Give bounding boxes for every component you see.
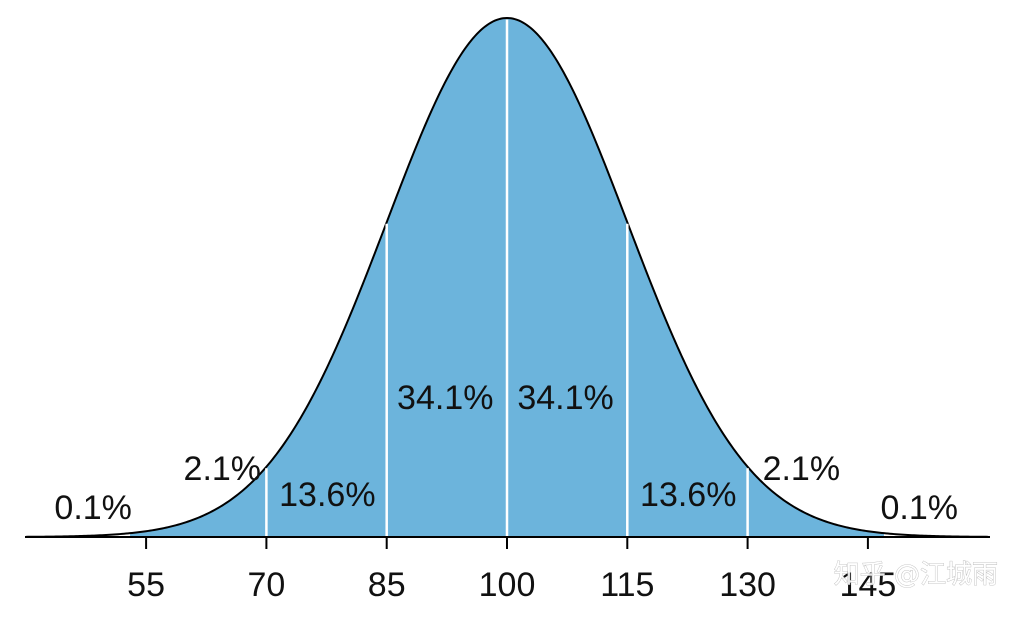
segment-label-1: 2.1% [184, 450, 262, 488]
segment-label-6: 2.1% [763, 450, 841, 488]
tick-label-115: 115 [600, 566, 654, 604]
tick-label-100: 100 [479, 566, 536, 604]
segment-label-4: 34.1% [517, 379, 613, 417]
segment-label-5: 13.6% [640, 476, 736, 514]
tick-label-85: 85 [368, 566, 406, 604]
segment-label-7: 0.1% [880, 489, 958, 527]
x-axis [25, 536, 990, 549]
tick-labels: 55 70 85 100 115 130 145 [127, 566, 896, 604]
segment-label-0: 0.1% [54, 489, 132, 527]
segment-label-2: 13.6% [279, 476, 375, 514]
bell-curve-line [25, 16, 989, 538]
segment-labels: 0.1% 2.1% 13.6% 34.1% 34.1% 13.6% 2.1% 0.1% [54, 379, 958, 527]
tick-label-55: 55 [127, 566, 165, 604]
tick-label-145: 145 [840, 566, 897, 604]
watermark-text: 知乎 @江城雨 [834, 560, 998, 590]
segment-label-3: 34.1% [397, 379, 493, 417]
tick-label-70: 70 [247, 566, 285, 604]
tick-label-130: 130 [719, 566, 776, 604]
sd-dividers [265, 19, 749, 537]
